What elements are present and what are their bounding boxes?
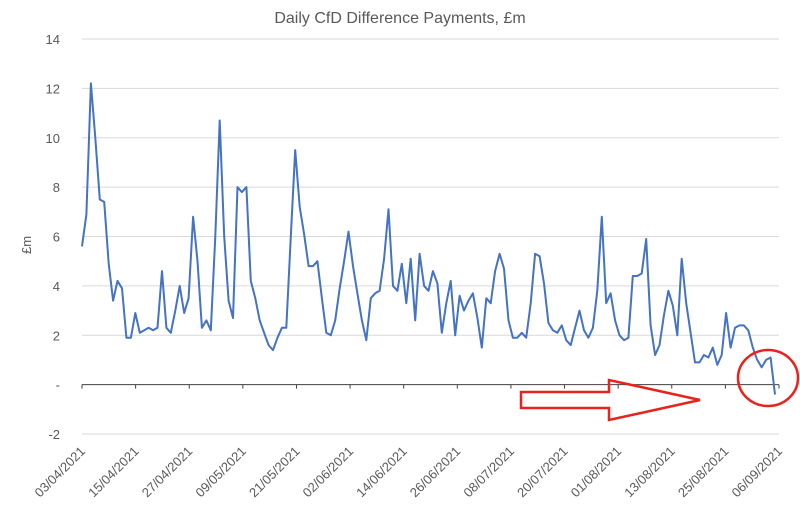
x-tick-label: 01/08/2021 bbox=[568, 444, 625, 501]
x-tick-label: 06/09/2021 bbox=[728, 444, 785, 501]
y-tick-label: 14 bbox=[46, 32, 60, 47]
x-tick-label: 26/06/2021 bbox=[407, 444, 464, 501]
x-axis-ticks: 03/04/202115/04/202127/04/202109/05/2021… bbox=[31, 384, 785, 501]
x-tick-label: 02/06/2021 bbox=[300, 444, 357, 501]
x-tick-label: 13/08/2021 bbox=[621, 444, 678, 501]
circle-annotation bbox=[736, 348, 800, 408]
x-tick-label: 03/04/2021 bbox=[31, 444, 88, 501]
x-tick-label: 09/05/2021 bbox=[192, 444, 249, 501]
annotations bbox=[519, 348, 800, 422]
gridlines bbox=[82, 38, 779, 435]
x-tick-label: 14/06/2021 bbox=[353, 444, 410, 501]
arrow-annotation bbox=[519, 378, 701, 422]
series-line-0 bbox=[81, 82, 776, 395]
y-axis-label: £m bbox=[19, 236, 34, 254]
x-tick-label: 20/07/2021 bbox=[514, 444, 571, 501]
y-tick-label: 8 bbox=[53, 180, 60, 195]
x-tick-label: 15/04/2021 bbox=[85, 444, 142, 501]
y-tick-label: 10 bbox=[46, 131, 60, 146]
series-layer bbox=[81, 82, 776, 395]
y-tick-label: 4 bbox=[53, 279, 60, 294]
y-tick-label: - bbox=[56, 378, 60, 393]
y-tick-label: 2 bbox=[53, 328, 60, 343]
chart-title: Daily CfD Difference Payments, £m bbox=[274, 10, 525, 27]
y-tick-label: 6 bbox=[53, 230, 60, 245]
y-tick-label: -2 bbox=[48, 427, 60, 442]
y-tick-label: 12 bbox=[46, 81, 60, 96]
x-tick-label: 27/04/2021 bbox=[139, 444, 196, 501]
x-tick-label: 08/07/2021 bbox=[460, 444, 517, 501]
x-tick-label: 21/05/2021 bbox=[246, 444, 303, 501]
x-tick-label: 25/08/2021 bbox=[675, 444, 732, 501]
